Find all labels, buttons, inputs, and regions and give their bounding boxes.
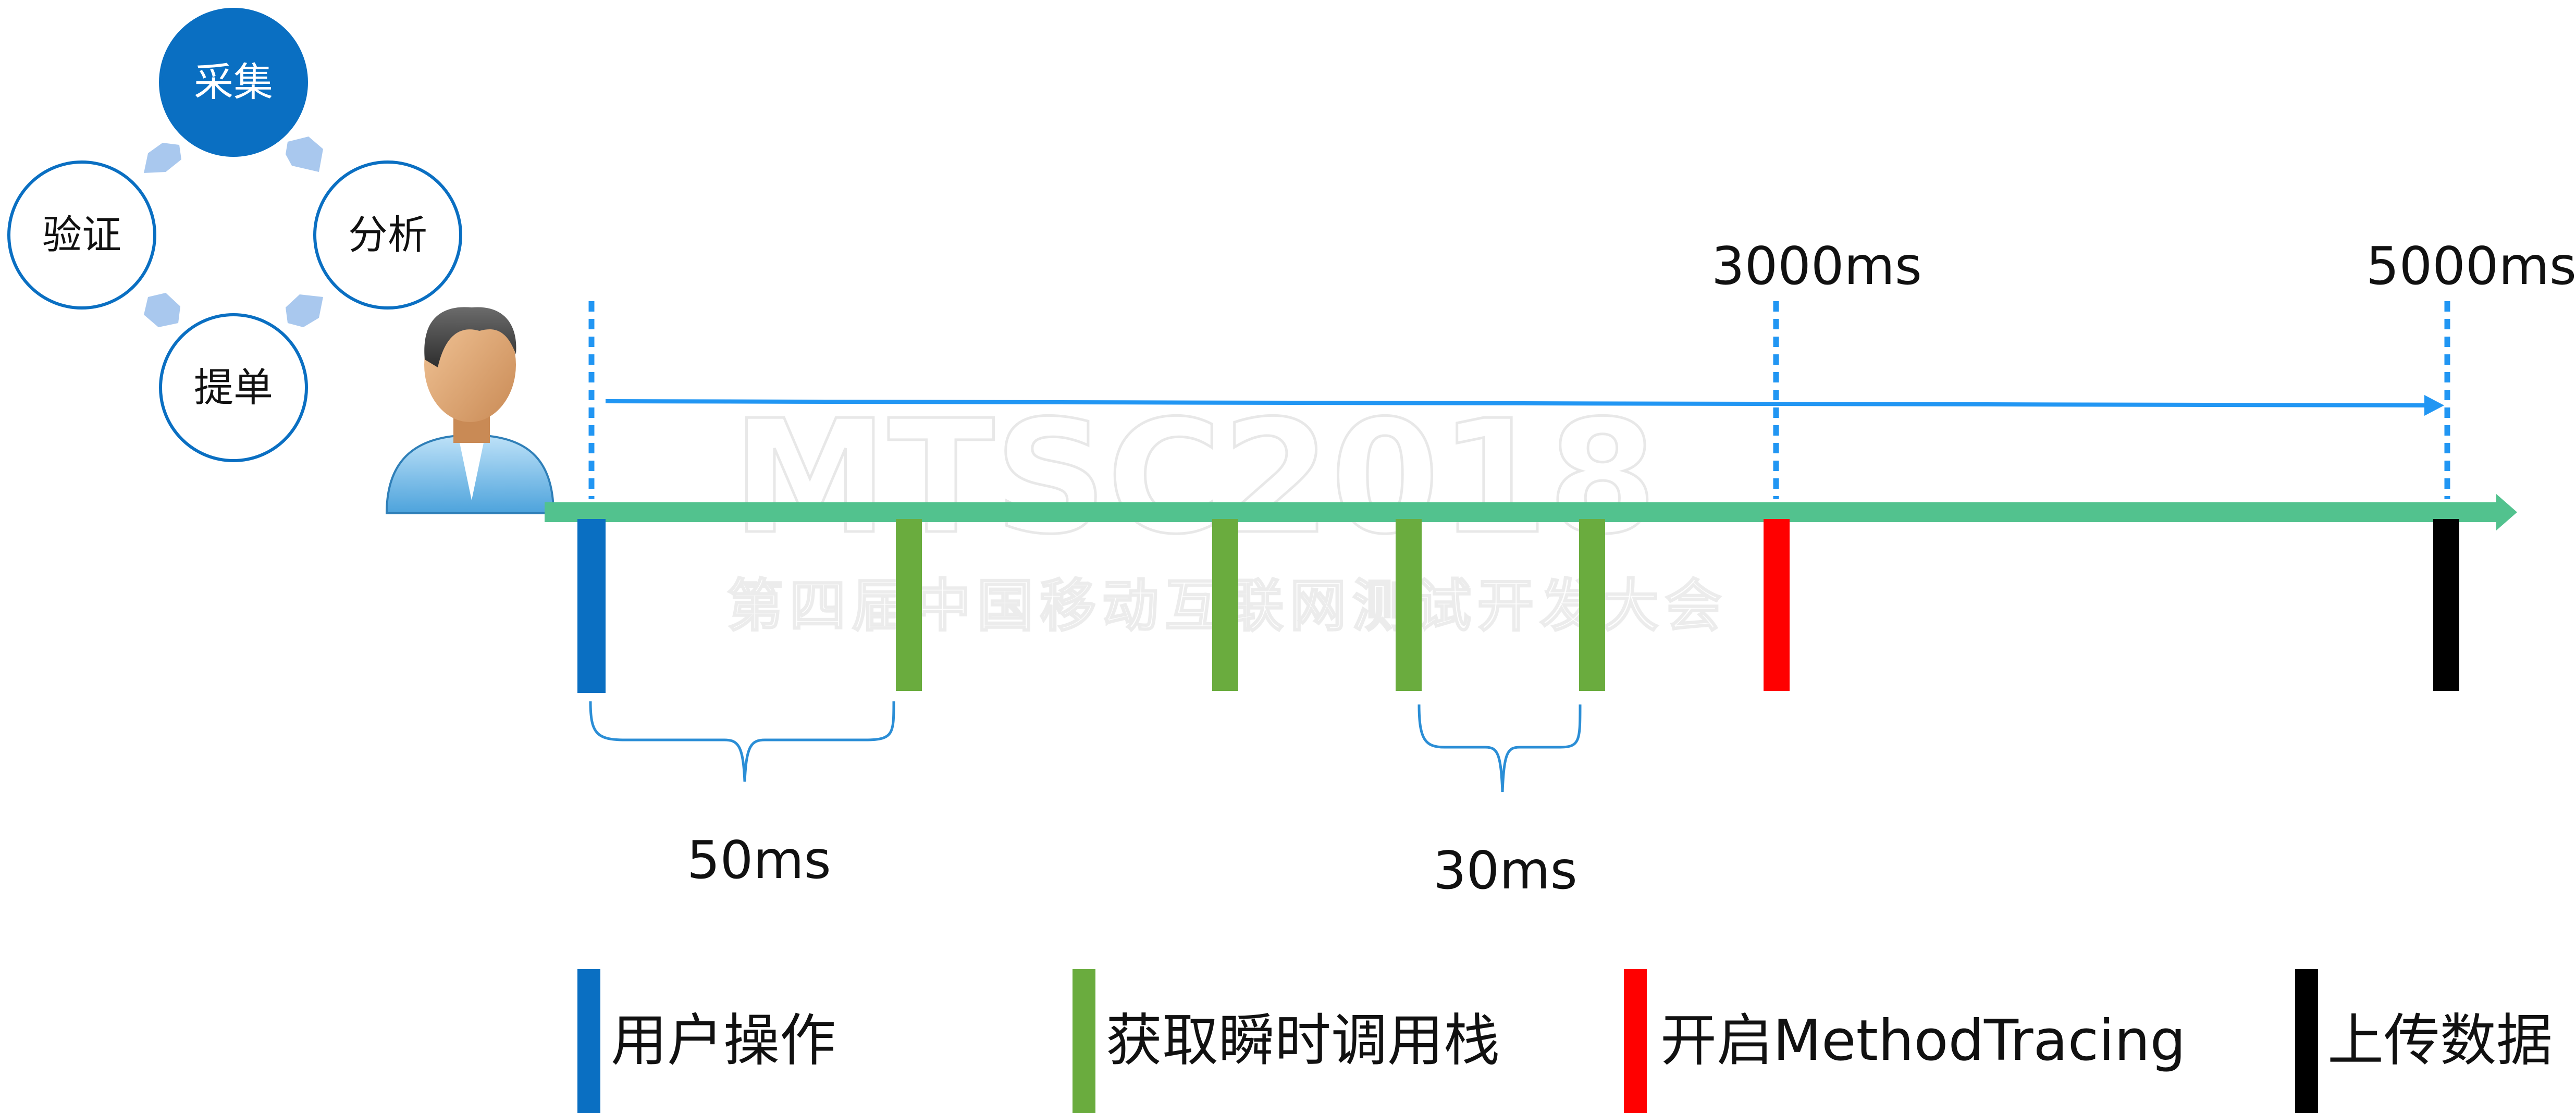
- legend-swatch-stack: [1073, 969, 1095, 1113]
- event-stack-3: [1396, 519, 1422, 691]
- label-3000ms: 3000ms: [1711, 236, 1922, 296]
- cycle-node-verify: [7, 160, 156, 310]
- label-50ms: 50ms: [687, 830, 831, 891]
- label-30ms: 30ms: [1433, 840, 1577, 901]
- label-5000ms: 5000ms: [2366, 236, 2576, 296]
- duration-arrow-line: [605, 399, 2429, 407]
- span-brace-50ms: [589, 701, 895, 782]
- legend-label-upload: 上传数据: [2327, 1008, 2553, 1073]
- time-axis-arrowhead-icon: [2496, 494, 2517, 530]
- legend-label-user: 用户操作: [611, 1008, 836, 1073]
- cycle-label-collect: 采集: [194, 59, 273, 105]
- event-user-action: [577, 519, 606, 693]
- legend-label-tracing: 开启MethodTracing: [1660, 1008, 2186, 1073]
- event-stack-1: [896, 519, 922, 691]
- event-upload: [2433, 519, 2459, 691]
- arrow-down-left-icon: [286, 294, 323, 327]
- user-avatar-icon: [385, 307, 555, 514]
- legend-swatch-upload: [2295, 969, 2318, 1113]
- cycle-node-collect: [159, 8, 308, 157]
- event-tracing: [1764, 519, 1790, 691]
- cycle-label-submit: 提单: [194, 364, 273, 411]
- cycle-node-analyze: [313, 160, 462, 310]
- arrow-up-right-icon: [144, 143, 181, 173]
- cycle-node-submit: [159, 313, 308, 462]
- event-stack-2: [1212, 519, 1238, 691]
- watermark-title: MTSC2018: [732, 387, 1657, 568]
- cycle-label-verify: 验证: [42, 212, 121, 258]
- cycle-label-analyze: 分析: [348, 212, 427, 258]
- legend-label-stack: 获取瞬时调用栈: [1106, 1008, 1500, 1073]
- arrow-right-icon: [286, 137, 323, 172]
- time-axis: [545, 502, 2504, 522]
- event-stack-4: [1579, 519, 1605, 691]
- span-brace-30ms: [1418, 704, 1582, 793]
- duration-arrowhead-icon: [2424, 395, 2444, 416]
- arrow-up-left-icon: [144, 293, 180, 327]
- legend: 用户操作 获取瞬时调用栈 开启MethodTracing 上传数据: [577, 969, 2553, 1113]
- legend-swatch-user: [577, 969, 600, 1113]
- legend-swatch-tracing: [1624, 969, 1647, 1113]
- cycle-diagram: 采集 分析 提单 验证: [7, 8, 462, 462]
